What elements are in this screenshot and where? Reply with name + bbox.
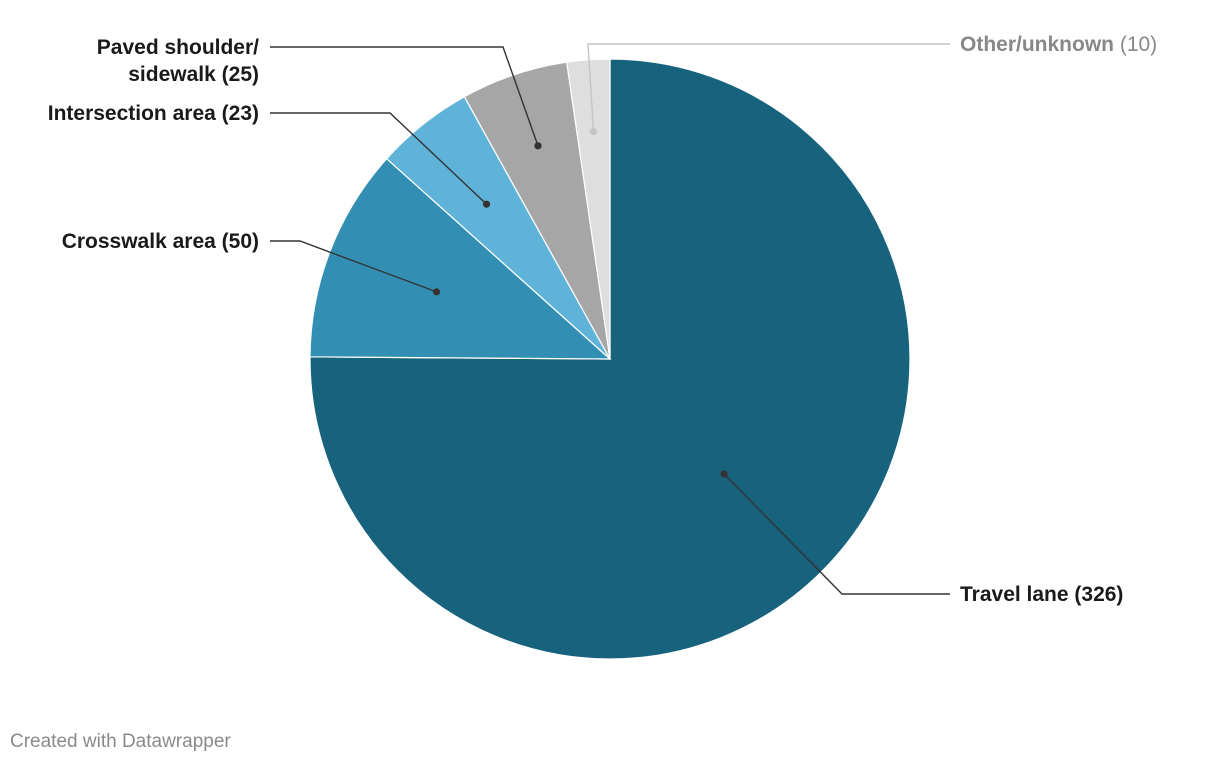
slice-label-travel-lane: Travel lane (326) xyxy=(960,583,1123,606)
leader-line-crosswalk-area xyxy=(270,240,437,293)
pie-slices xyxy=(309,58,911,660)
leader-line-other-unknown xyxy=(587,43,950,132)
slice-label-crosswalk-area: Crosswalk area (50) xyxy=(62,230,259,253)
credit-text: Created with Datawrapper xyxy=(10,731,231,752)
leader-line-travel-lane xyxy=(723,473,950,595)
slice-label-intersection-area: Intersection area (23) xyxy=(48,102,259,125)
svg-text:Other/unknown (10): Other/unknown (10) xyxy=(960,33,1157,56)
leader-dot-paved-shoulder-sidewalk xyxy=(534,142,542,150)
svg-text:sidewalk (25): sidewalk (25) xyxy=(128,63,259,86)
svg-text:Travel lane (326): Travel lane (326) xyxy=(960,583,1123,606)
leader-dot-intersection-area xyxy=(482,200,491,208)
pie-labels: Travel lane (326) Crosswalk area (50) Inte… xyxy=(48,33,1157,606)
leader-dot-other-unknown xyxy=(589,127,598,136)
slice-label-paved-shoulder-sidewalk: Paved shoulder/sidewalk (25) xyxy=(97,36,259,86)
svg-text:Crosswalk area (50): Crosswalk area (50) xyxy=(62,230,259,253)
leader-dot-travel-lane xyxy=(720,470,728,478)
leader-dot-crosswalk-area xyxy=(432,288,441,296)
pie-slice-crosswalk-area xyxy=(309,157,612,360)
leader-line-paved-shoulder-sidewalk xyxy=(270,46,539,147)
slice-label-other-unknown: Other/unknown (10) xyxy=(960,33,1157,56)
svg-text:Intersection area (23): Intersection area (23) xyxy=(48,102,259,125)
svg-text:Paved shoulder/: Paved shoulder/ xyxy=(97,36,259,59)
leader-line-intersection-area xyxy=(270,112,488,205)
